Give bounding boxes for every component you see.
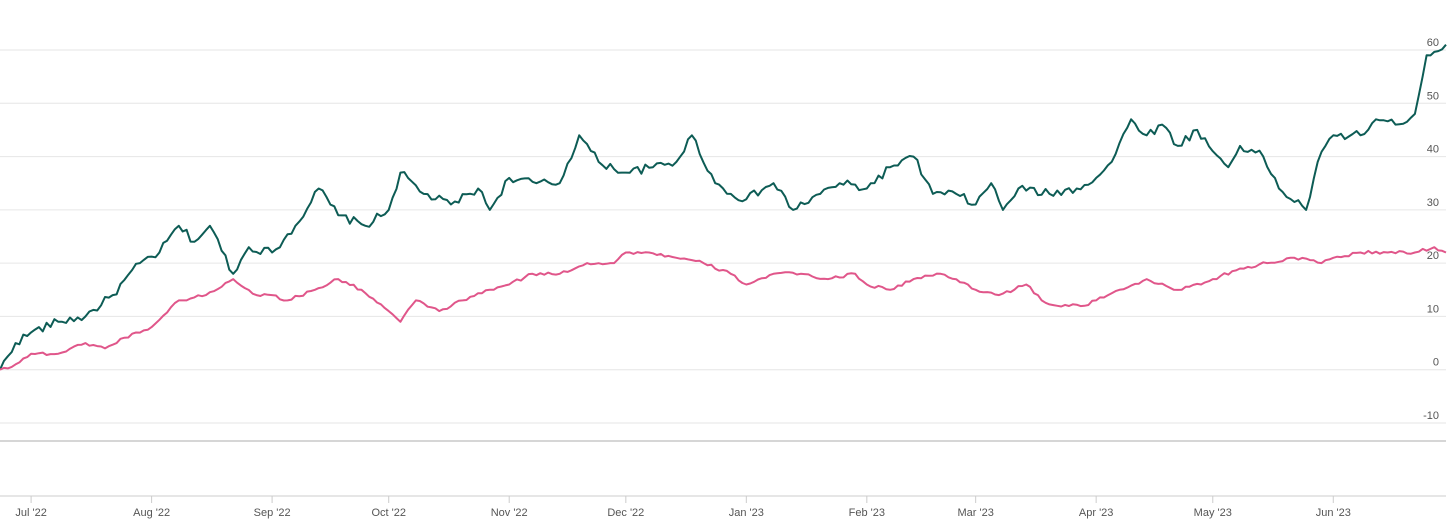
x-tick-label: Apr '23 bbox=[1079, 507, 1114, 519]
y-tick-label: 10 bbox=[1427, 303, 1439, 315]
y-axis-labels: -10 0 10 20 30 40 50 60 bbox=[1423, 37, 1439, 422]
y-tick-label: 50 bbox=[1427, 90, 1439, 102]
y-tick-label: 20 bbox=[1427, 250, 1439, 262]
x-tick-label: Sep '22 bbox=[254, 507, 291, 519]
gridlines bbox=[0, 49, 1446, 424]
x-tick-label: Dec '22 bbox=[607, 507, 644, 519]
y-tick-label: 40 bbox=[1427, 144, 1439, 156]
y-tick-label: 30 bbox=[1427, 197, 1439, 209]
x-tick-label: Nov '22 bbox=[491, 507, 528, 519]
y-tick-label: 0 bbox=[1433, 357, 1439, 369]
x-tick-label: Jun '23 bbox=[1316, 507, 1351, 519]
y-tick-label: -10 bbox=[1423, 410, 1439, 422]
x-tick-label: Mar '23 bbox=[957, 507, 993, 519]
x-axis: Jul '22 Aug '22 Sep '22 Oct '22 Nov '22 Dec '… bbox=[15, 496, 1351, 519]
y-tick-label: 60 bbox=[1427, 37, 1439, 49]
x-tick-label: Jul '22 bbox=[15, 507, 46, 519]
x-tick-label: Aug '22 bbox=[133, 507, 170, 519]
x-tick-label: Jan '23 bbox=[729, 507, 764, 519]
series-lines bbox=[0, 44, 1447, 371]
x-tick-label: May '23 bbox=[1194, 507, 1232, 519]
x-tick-label: Oct '22 bbox=[371, 507, 406, 519]
series-line-2 bbox=[0, 246, 1447, 371]
series-line-1 bbox=[0, 44, 1447, 371]
x-tick-label: Feb '23 bbox=[849, 507, 885, 519]
